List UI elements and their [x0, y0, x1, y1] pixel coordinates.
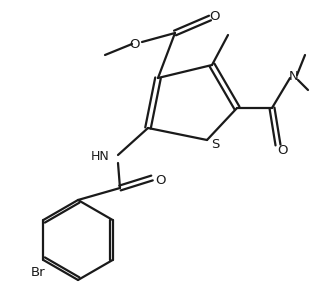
- Text: N: N: [289, 70, 299, 82]
- Text: O: O: [155, 174, 165, 186]
- Text: O: O: [130, 37, 140, 50]
- Text: Br: Br: [31, 265, 46, 278]
- Text: HN: HN: [91, 150, 110, 164]
- Text: O: O: [278, 143, 288, 157]
- Text: O: O: [210, 9, 220, 22]
- Text: S: S: [211, 139, 219, 151]
